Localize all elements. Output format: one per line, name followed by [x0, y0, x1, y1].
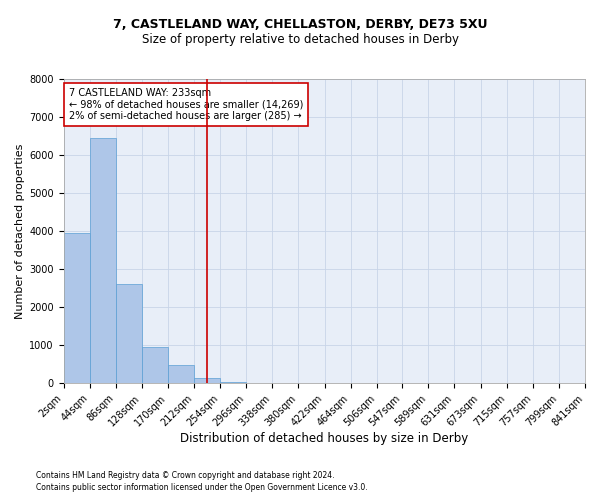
Text: 7, CASTLELAND WAY, CHELLASTON, DERBY, DE73 5XU: 7, CASTLELAND WAY, CHELLASTON, DERBY, DE… — [113, 18, 487, 30]
Bar — [220, 382, 246, 383]
Bar — [142, 347, 168, 383]
Text: Contains public sector information licensed under the Open Government Licence v3: Contains public sector information licen… — [36, 484, 368, 492]
Bar — [168, 365, 194, 383]
Text: 7 CASTLELAND WAY: 233sqm
← 98% of detached houses are smaller (14,269)
2% of sem: 7 CASTLELAND WAY: 233sqm ← 98% of detach… — [69, 88, 303, 122]
Text: Size of property relative to detached houses in Derby: Size of property relative to detached ho… — [142, 32, 458, 46]
Y-axis label: Number of detached properties: Number of detached properties — [15, 144, 25, 318]
Bar — [194, 378, 220, 383]
Bar — [89, 138, 116, 383]
Text: Contains HM Land Registry data © Crown copyright and database right 2024.: Contains HM Land Registry data © Crown c… — [36, 471, 335, 480]
Bar — [64, 233, 89, 383]
Bar — [116, 284, 142, 383]
X-axis label: Distribution of detached houses by size in Derby: Distribution of detached houses by size … — [180, 432, 469, 445]
